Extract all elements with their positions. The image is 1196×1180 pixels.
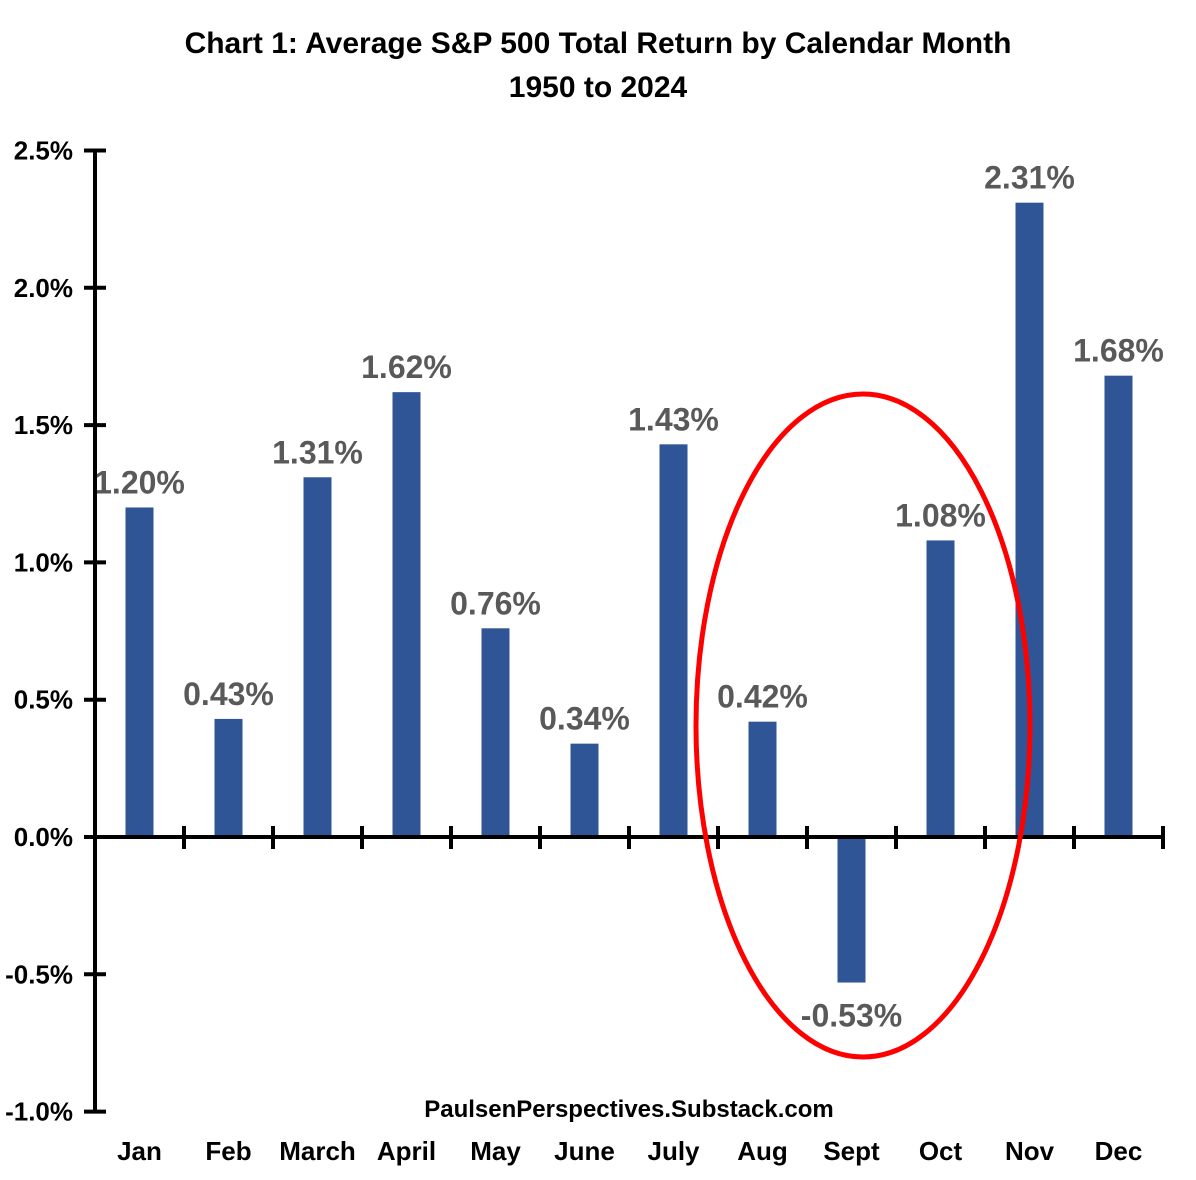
month-label-feb: Feb [205,1136,251,1166]
bar-march [303,477,332,837]
y-tick-label--1-0-: -1.0% [5,1097,73,1127]
data-label-march: 1.31% [272,434,363,470]
data-label-may: 0.76% [450,585,541,621]
month-label-sept: Sept [823,1136,880,1166]
y-tick-label-1-0-: 1.0% [14,547,73,577]
month-label-jan: Jan [117,1136,162,1166]
month-label-oct: Oct [919,1136,963,1166]
bar-feb [214,718,243,837]
chart-title: Chart 1: Average S&P 500 Total Return by… [0,22,1196,110]
data-label-jan: 1.20% [94,464,185,500]
month-label-july: July [647,1136,700,1166]
y-tick-label-0-0-: 0.0% [14,822,73,852]
footer-source-text: PaulsenPerspectives.Substack.com [424,1096,834,1123]
y-tick-label-2-5-: 2.5% [14,136,73,166]
bar-may [481,628,510,837]
highlight-ellipse-annotation [693,391,1033,1060]
bar-july [659,444,688,837]
y-tick-label-0-5-: 0.5% [14,685,73,715]
y-tick-label-2-0-: 2.0% [14,273,73,303]
data-label-aug: 0.42% [717,679,808,715]
month-label-dec: Dec [1095,1136,1143,1166]
bar-jan [125,507,154,837]
bar-sept [837,837,866,983]
bar-june [570,743,599,837]
month-label-nov: Nov [1005,1136,1055,1166]
y-tick-label--0-5-: -0.5% [5,959,73,989]
data-label-oct: 1.08% [895,497,986,533]
data-label-nov: 2.31% [984,160,1075,196]
data-label-april: 1.62% [361,349,452,385]
bar-april [392,392,421,837]
data-label-feb: 0.43% [183,676,274,712]
data-label-july: 1.43% [628,401,719,437]
chart-title-line1: Chart 1: Average S&P 500 Total Return by… [184,27,1012,60]
month-label-april: April [377,1136,436,1166]
month-label-june: June [554,1136,615,1166]
data-label-dec: 1.68% [1073,333,1164,369]
data-label-sept: -0.53% [801,998,902,1034]
month-label-march: March [279,1136,356,1166]
bar-dec [1104,375,1133,837]
month-label-aug: Aug [737,1136,788,1166]
chart-title-line2: 1950 to 2024 [508,71,688,104]
bar-oct [926,540,955,837]
month-label-may: May [470,1136,521,1166]
data-label-june: 0.34% [539,701,630,737]
bar-aug [748,721,777,837]
y-tick-label-1-5-: 1.5% [14,410,73,440]
